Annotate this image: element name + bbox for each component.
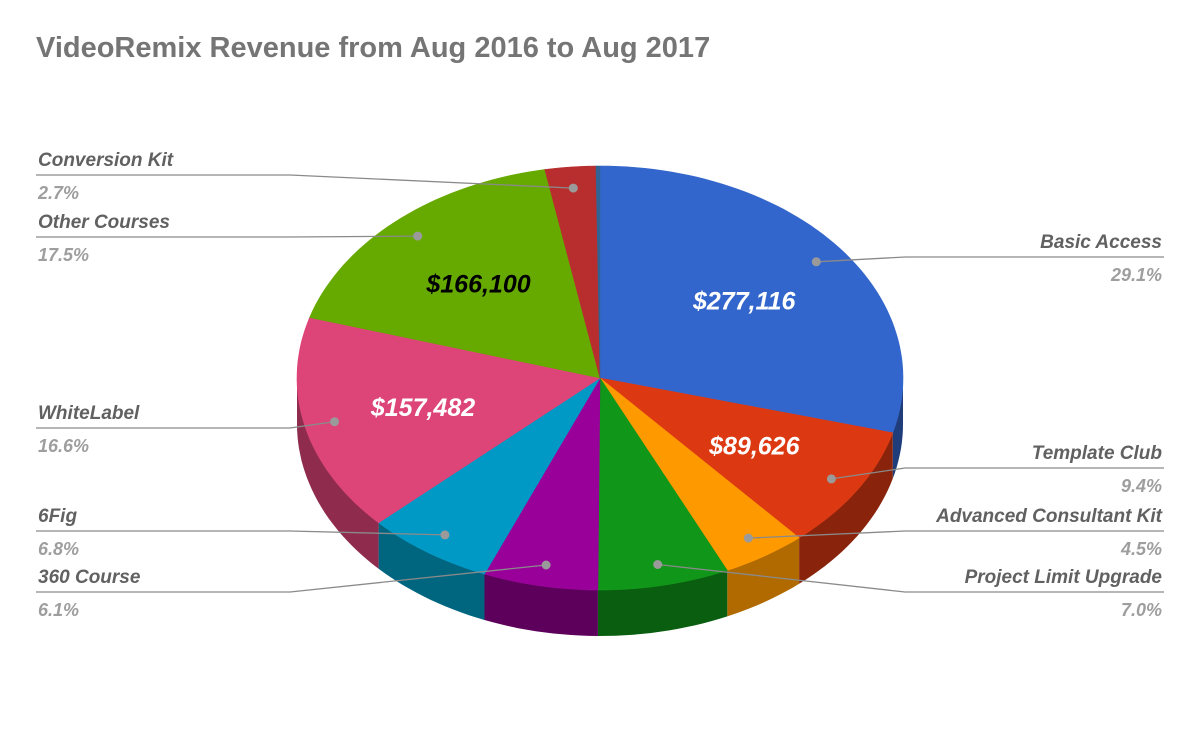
value-label-template-club: $89,626 [708, 432, 800, 460]
callout-percent: 4.5% [1120, 539, 1162, 559]
leader-dot [330, 417, 339, 427]
callout-label: Template Club [1032, 443, 1163, 464]
pie-slice-unlabeled [595, 165, 601, 379]
pie-slices [296, 165, 904, 591]
pie-value-labels: $277,116 $89,626 $157,482 $166,100 [370, 270, 801, 460]
callout-percent: 2.7% [37, 183, 79, 203]
callout-percent: 6.8% [38, 539, 79, 559]
callout-percent: 29.1% [1110, 265, 1162, 285]
leader-dot [413, 231, 423, 241]
leader-dot [743, 533, 753, 543]
pie-slice-advanced-consultant-kit [599, 377, 800, 571]
value-label-basic-access: $277,116 [692, 288, 797, 316]
callout-label: Basic Access [1040, 232, 1162, 253]
leader-line [36, 235, 418, 238]
leader-line [36, 564, 547, 593]
pie-side-advanced-consultant-kit [727, 537, 800, 617]
callout-percent: 16.6% [38, 436, 89, 456]
pie-slice-template-club [599, 377, 894, 539]
callout-template-club: Template Club 9.4% [826, 443, 1164, 496]
callout-360-course: 360 Course 6.1% [36, 560, 551, 620]
leader-dot [440, 530, 450, 540]
callout-percent: 9.4% [1121, 476, 1162, 496]
callout-percent: 17.5% [38, 245, 89, 265]
pie-side-basic-access [892, 378, 903, 479]
pie-slice-other-courses [309, 169, 601, 379]
callout-label: Project Limit Upgrade [965, 567, 1163, 588]
pie-slice-whitelabel [296, 317, 601, 524]
leader-dot [811, 257, 821, 267]
callout-basic-access: Basic Access 29.1% [811, 232, 1164, 285]
pie-slice-basic-access [599, 165, 904, 434]
callout-percent: 6.1% [38, 600, 79, 620]
pie-side-360-course [484, 574, 598, 636]
callout-percent: 7.0% [1121, 600, 1162, 620]
pie-side-walls [297, 378, 903, 636]
pie-slice-conversion-kit [544, 165, 601, 379]
leader-line [36, 174, 574, 189]
callout-conversion-kit: Conversion Kit 2.7% [36, 150, 578, 203]
chart-title: VideoRemix Revenue from Aug 2016 to Aug … [36, 32, 711, 64]
pie-callouts: Basic Access 29.1% Template Club 9.4% Advanc… [36, 150, 1164, 620]
pie-side-template-club [799, 432, 893, 584]
pie-slice-360-course [484, 376, 601, 591]
callout-label: Advanced Consultant Kit [935, 506, 1163, 527]
leader-line [657, 563, 1164, 593]
leader-line [36, 530, 445, 536]
leader-line [748, 530, 1164, 539]
pie-side-6fig [378, 522, 485, 620]
callout-project-limit-upgrade: Project Limit Upgrade 7.0% [653, 560, 1164, 620]
leader-line [36, 421, 335, 429]
pie-slice-6fig [378, 377, 601, 575]
leader-dot [541, 560, 551, 570]
callout-advanced-consultant-kit: Advanced Consultant Kit 4.5% [743, 506, 1164, 559]
pie-side-whitelabel [297, 378, 379, 569]
leader-dot [568, 183, 578, 193]
callout-label: Conversion Kit [38, 150, 174, 171]
callout-label: 6Fig [38, 506, 77, 527]
leader-dot [826, 474, 836, 484]
pie-slice-project-limit-upgrade [597, 377, 728, 591]
pie-side-project-limit-upgrade [597, 570, 728, 636]
leader-line [831, 467, 1164, 480]
leader-dot [653, 560, 663, 569]
callout-other-courses: Other Courses 17.5% [36, 212, 423, 265]
callout-label: Other Courses [38, 212, 170, 233]
value-label-whitelabel: $157,482 [370, 394, 475, 422]
callout-whitelabel: WhiteLabel 16.6% [36, 403, 339, 456]
leader-line [816, 256, 1164, 263]
value-label-other-courses: $166,100 [425, 270, 530, 298]
callout-label: WhiteLabel [38, 403, 140, 424]
callout-6fig: 6Fig 6.8% [36, 506, 450, 559]
callout-label: 360 Course [38, 567, 141, 588]
